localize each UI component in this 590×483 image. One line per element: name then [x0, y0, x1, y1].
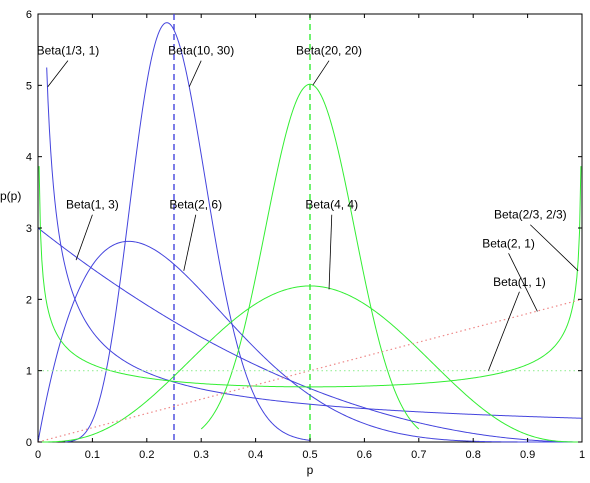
x-axis-label: p: [307, 463, 314, 477]
y-tick-label: 6: [26, 9, 32, 21]
annotation-label: Beta(2, 1): [482, 236, 535, 250]
series-beta-10-30: [65, 22, 311, 443]
x-tick-label: 0: [35, 449, 41, 461]
annotation-label: Beta(2, 6): [169, 198, 222, 212]
x-tick-label: 0.2: [139, 449, 154, 461]
series-beta-4-4: [38, 285, 582, 443]
x-tick-label: 1: [579, 449, 585, 461]
annotation-label: Beta(4, 4): [305, 198, 358, 212]
annotation-beta-2-1: Beta(2, 1): [482, 236, 538, 312]
annotation-leader: [530, 224, 579, 272]
series-group: [37, 22, 583, 443]
y-axis-label: p(p): [0, 189, 21, 203]
y-tick-label: 2: [26, 294, 32, 306]
series-beta-2-3-2-3: [38, 166, 582, 388]
x-tick-label: 0.8: [466, 449, 481, 461]
y-tick-label: 4: [26, 152, 32, 164]
annotation-beta-2-3-2-3: Beta(2/3, 2/3): [494, 208, 579, 272]
annotation-leader: [47, 60, 69, 88]
y-tick-label: 0: [26, 437, 32, 449]
annotation-beta-20-20: Beta(20, 20): [296, 44, 362, 86]
x-tick-label: 0.6: [357, 449, 372, 461]
annotations-group: Beta(1/3, 1) Beta(10, 30) Beta(20, 20) Beta…: [37, 44, 579, 371]
x-tick-label: 0.5: [302, 449, 317, 461]
annotation-label: Beta(20, 20): [296, 44, 362, 58]
series-beta-1-3: [37, 227, 582, 443]
x-tick-label: 0.9: [520, 449, 535, 461]
annotation-label: Beta(1/3, 1): [37, 44, 100, 58]
annotation-label: Beta(10, 30): [168, 44, 234, 58]
annotation-leader: [508, 253, 538, 312]
annotation-beta-2-6: Beta(2, 6): [169, 198, 222, 271]
y-tick-label: 1: [26, 366, 32, 378]
annotation-label: Beta(2/3, 2/3): [494, 208, 567, 222]
x-axis: 0 0.1 0.2 0.3 0.4 0.5 0.6 0.7 0.8 0.9 1: [35, 14, 585, 461]
annotation-label: Beta(1, 3): [66, 198, 119, 212]
series-beta-1-3-1: [46, 67, 583, 419]
y-axis: 0 1 2 3 4 5 6: [26, 9, 582, 449]
x-tick-label: 0.1: [85, 449, 100, 461]
series-beta-2-1: [37, 298, 583, 443]
x-tick-label: 0.4: [248, 449, 263, 461]
annotation-leader: [328, 214, 333, 290]
annotation-leader: [188, 60, 202, 87]
annotation-label: Beta(1, 1): [493, 275, 546, 289]
annotation-beta-1-3-1: Beta(1/3, 1): [37, 44, 100, 88]
annotation-beta-1-3: Beta(1, 3): [66, 198, 119, 261]
y-tick-label: 5: [26, 80, 32, 92]
series-beta-2-6: [37, 240, 582, 443]
annotation-leader: [312, 60, 330, 86]
annotation-beta-10-30: Beta(10, 30): [168, 44, 234, 87]
reference-lines: [173, 14, 311, 442]
annotation-leader: [75, 214, 93, 261]
x-tick-label: 0.3: [194, 449, 209, 461]
series-beta-20-20: [200, 83, 420, 430]
x-tick-label: 0.7: [411, 449, 426, 461]
annotation-leader: [488, 291, 520, 371]
y-tick-label: 3: [26, 223, 32, 235]
annotation-beta-1-1: Beta(1, 1): [488, 275, 546, 371]
annotation-leader: [183, 214, 197, 271]
annotation-beta-4-4: Beta(4, 4): [305, 198, 358, 290]
